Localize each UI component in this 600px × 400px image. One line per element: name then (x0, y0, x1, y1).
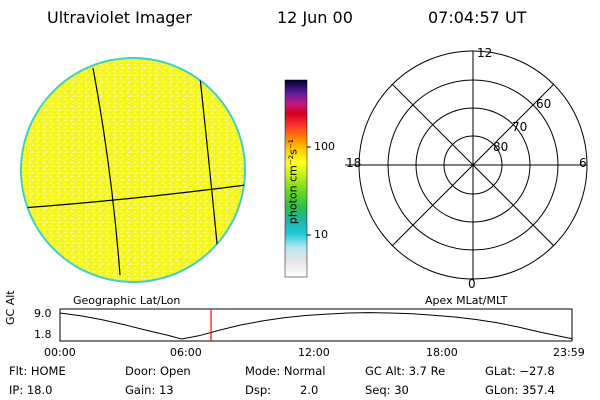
mlat-label-60: 60 (536, 97, 552, 111)
ip-readout: IP: 18.0 (9, 383, 53, 397)
dsp-value: 2.0 (300, 383, 319, 397)
y-axis-label: GC Alt (4, 290, 17, 325)
polar-grid (345, 50, 588, 280)
x-tick-0600: 06:00 (170, 346, 202, 359)
meridian-line (92, 67, 121, 276)
colorbar-tick-10: 10 (314, 228, 328, 241)
time-label: 07:04:57 UT (428, 8, 527, 27)
x-tick-1800: 18:00 (426, 346, 458, 359)
mlat-label-80: 80 (493, 140, 509, 154)
parallel-line (21, 184, 245, 209)
uv-globe-image (20, 57, 246, 283)
date-label: 12 Jun 00 (277, 8, 353, 27)
seq-readout: Seq: 30 (365, 383, 409, 397)
filter-readout: Flt: HOME (9, 364, 66, 378)
gain-readout: Gain: 13 (125, 383, 174, 397)
colorbar-tick-100: 100 (314, 140, 335, 153)
altitude-plot (59, 308, 573, 342)
instrument-title: Ultraviolet Imager (47, 8, 192, 27)
mlt-label-18: 18 (346, 156, 362, 170)
meridian-line (198, 67, 220, 265)
mlat-label-70: 70 (512, 120, 528, 134)
x-tick-2359: 23:59 (553, 346, 585, 359)
glon-readout: GLon: 357.4 (485, 383, 555, 397)
y-tick-min: 1.8 (34, 328, 52, 341)
mode-readout: Mode: Normal (245, 364, 326, 378)
mlt-label-6: 6 (579, 156, 587, 170)
altitude-series-line (59, 312, 572, 340)
door-readout: Door: Open (125, 364, 191, 378)
colorbar-unit-label: photon cm⁻²s⁻¹ (286, 138, 300, 225)
colorbar (284, 79, 311, 278)
mlt-label-0: 0 (468, 277, 476, 291)
polar-caption: Apex MLat/MLT (425, 294, 508, 307)
x-tick-1200: 12:00 (298, 346, 330, 359)
glat-readout: GLat: −27.8 (485, 364, 555, 378)
dsp-label: Dsp: (245, 383, 272, 397)
gc-alt-readout: GC Alt: 3.7 Re (365, 364, 446, 378)
y-tick-max: 9.0 (34, 307, 52, 320)
globe-caption: Geographic Lat/Lon (73, 294, 181, 307)
x-tick-0000: 00:00 (44, 346, 76, 359)
mlt-label-12: 12 (477, 46, 493, 60)
